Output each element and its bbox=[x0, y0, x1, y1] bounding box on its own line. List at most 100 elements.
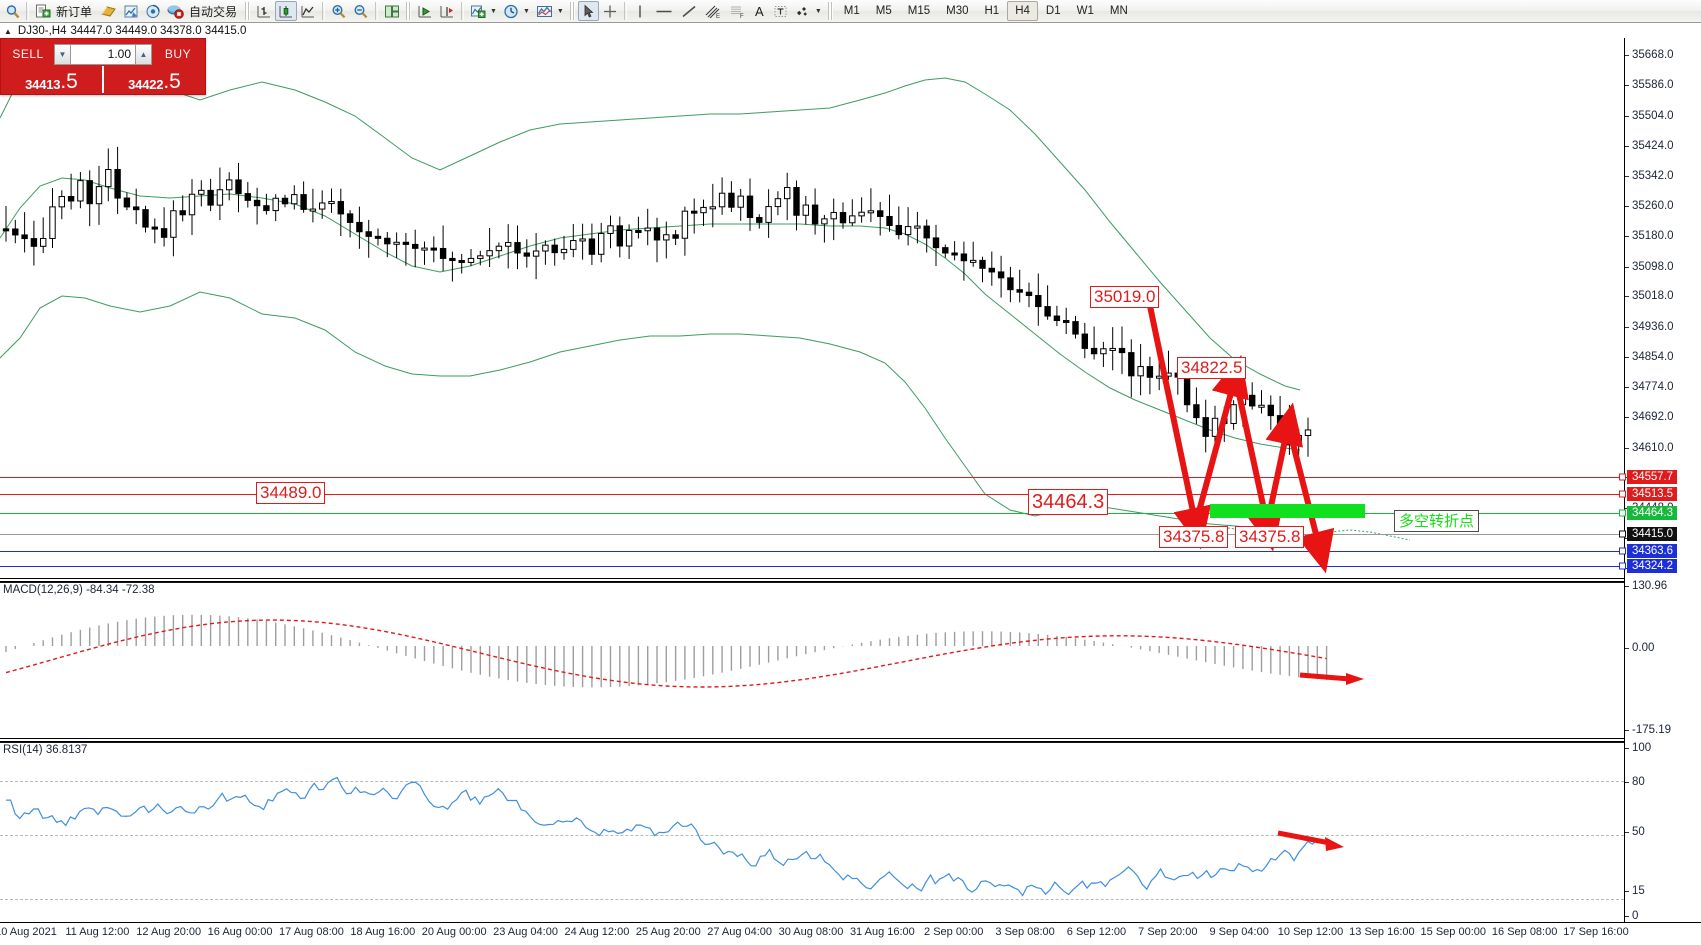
auto-trading-button[interactable]: 自动交易 bbox=[164, 1, 242, 21]
sell-button[interactable]: SELL bbox=[5, 43, 51, 65]
symbol-name: DJ30-,H4 bbox=[17, 25, 67, 37]
candlestick-chart-icon[interactable] bbox=[275, 1, 298, 21]
time-scale[interactable]: 10 Aug 2021 11 Aug 12:00 12 Aug 20:00 16 Au… bbox=[0, 922, 1701, 945]
price-tick: 35424.0 bbox=[1625, 140, 1674, 152]
collapse-triangle-icon[interactable]: ▲ bbox=[4, 26, 12, 36]
one-click-controls-row: SELL ▼ 1.00 ▲ BUY bbox=[1, 39, 205, 66]
timeframe-m5[interactable]: M5 bbox=[875, 5, 892, 17]
sell-price-main: 34413 bbox=[25, 77, 61, 92]
toolbar-grip[interactable] bbox=[827, 2, 833, 20]
cursor-icon[interactable] bbox=[577, 1, 599, 21]
chevron-down-icon[interactable]: ▼ bbox=[814, 7, 822, 15]
price-badge-34415-0[interactable]: 34415.0 bbox=[1627, 527, 1677, 541]
auto-scroll-icon[interactable] bbox=[414, 1, 436, 21]
label-35019[interactable]: 35019.0 bbox=[1090, 286, 1160, 308]
support-line-34464[interactable] bbox=[0, 513, 1624, 514]
volume-decrement-icon[interactable]: ▼ bbox=[54, 43, 71, 65]
timeframe-m15[interactable]: M15 bbox=[907, 5, 931, 17]
indicators-icon[interactable] bbox=[97, 1, 120, 21]
crosshair-icon[interactable] bbox=[599, 1, 621, 21]
macd-tick: 130.96 bbox=[1625, 580, 1667, 592]
volume-increment-icon[interactable]: ▲ bbox=[135, 43, 152, 65]
price-tick: 35586.0 bbox=[1625, 79, 1674, 91]
label-34822[interactable]: 34822.5 bbox=[1177, 357, 1247, 379]
time-tick: 31 Aug 16:00 bbox=[849, 926, 915, 938]
equidistant-channel-icon[interactable]: E bbox=[701, 1, 725, 21]
new-order-icon bbox=[35, 4, 51, 19]
label-34375-left[interactable]: 34375.8 bbox=[1159, 526, 1229, 548]
timeframe-d1[interactable]: D1 bbox=[1045, 5, 1061, 17]
tile-windows-icon[interactable] bbox=[381, 1, 403, 21]
vertical-line-icon[interactable] bbox=[630, 1, 651, 21]
green-highlight-band[interactable] bbox=[1210, 504, 1365, 518]
timeframe-m1[interactable]: M1 bbox=[843, 5, 860, 17]
one-click-trading-panel[interactable]: SELL ▼ 1.00 ▲ BUY 34413 .5 34422 .5 bbox=[0, 38, 206, 95]
new-order-button[interactable]: 新订单 bbox=[32, 1, 97, 21]
svg-text:E: E bbox=[716, 14, 720, 19]
add-indicator-icon[interactable]: ▼ bbox=[467, 1, 500, 21]
shapes-icon[interactable]: ▼ bbox=[791, 1, 825, 21]
price-scale[interactable]: 35668.0 35586.0 35504.0 35424.0 35342.0 35260… bbox=[1619, 38, 1701, 922]
price-badge-marker bbox=[1619, 547, 1626, 555]
label-34375-right[interactable]: 34375.8 bbox=[1235, 526, 1305, 548]
chart-container: 34489.0 35019.0 34822.5 34464.3 34375.8 … bbox=[0, 38, 1701, 945]
timeframe-group: M1 M5 M15 M30 H1 H4 D1 W1 MN bbox=[836, 1, 1136, 21]
support-line-34324[interactable] bbox=[0, 566, 1624, 567]
timeframe-w1[interactable]: W1 bbox=[1076, 5, 1094, 17]
main-price-pane[interactable]: 34489.0 35019.0 34822.5 34464.3 34375.8 … bbox=[0, 38, 1624, 578]
timeframe-h1[interactable]: H1 bbox=[984, 5, 1000, 17]
text-icon[interactable] bbox=[770, 1, 791, 21]
chevron-down-icon[interactable]: ▼ bbox=[490, 7, 497, 15]
price-badge-34464-3[interactable]: 34464.3 bbox=[1627, 506, 1677, 520]
svg-text:F: F bbox=[740, 14, 744, 19]
buy-price[interactable]: 34422 .5 bbox=[106, 66, 203, 93]
zoom-in-icon[interactable] bbox=[328, 1, 350, 21]
timeframe-h4[interactable]: H4 bbox=[1007, 1, 1038, 21]
text-label-icon[interactable]: A bbox=[755, 3, 764, 19]
price-chart-svg bbox=[0, 59, 1411, 541]
price-badge-34513-5[interactable]: 34513.5 bbox=[1627, 487, 1677, 501]
candlestick-series bbox=[2, 146, 1312, 457]
time-tick: 16 Sep 08:00 bbox=[1491, 926, 1558, 938]
price-badge-34557-7[interactable]: 34557.7 bbox=[1627, 470, 1677, 484]
time-tick: 20 Aug 00:00 bbox=[421, 926, 487, 938]
bar-chart-icon[interactable] bbox=[253, 1, 275, 21]
resistance-line-34557[interactable] bbox=[0, 477, 1624, 478]
data-window-icon[interactable] bbox=[120, 1, 142, 21]
price-badge-34363-6[interactable]: 34363.6 bbox=[1627, 544, 1677, 558]
rsi-pane[interactable]: RSI(14) 36.8137 bbox=[0, 742, 1624, 922]
chevron-down-icon[interactable]: ▼ bbox=[556, 7, 564, 15]
resistance-line-34513[interactable] bbox=[0, 494, 1624, 495]
volume-stepper[interactable]: ▼ 1.00 ▲ bbox=[54, 43, 152, 65]
fibonacci-icon[interactable]: F bbox=[725, 1, 749, 21]
timeframe-mn[interactable]: MN bbox=[1109, 5, 1128, 17]
toolbar-grip[interactable] bbox=[569, 2, 575, 20]
pane-divider-rsi[interactable] bbox=[0, 738, 1701, 742]
price-badge-34324-2[interactable]: 34324.2 bbox=[1627, 559, 1677, 573]
chevron-down-icon[interactable]: ▼ bbox=[522, 7, 530, 15]
toolbar-grip[interactable] bbox=[245, 2, 251, 20]
templates-icon[interactable]: ▼ bbox=[533, 1, 567, 21]
buy-button[interactable]: BUY bbox=[155, 43, 201, 65]
label-34489[interactable]: 34489.0 bbox=[256, 482, 326, 504]
magnifier-icon[interactable] bbox=[2, 1, 23, 21]
timeframe-m30[interactable]: M30 bbox=[946, 5, 969, 17]
label-turning-point[interactable]: 多空转折点 bbox=[1394, 510, 1480, 532]
line-chart-icon[interactable] bbox=[297, 1, 319, 21]
label-34464[interactable]: 34464.3 bbox=[1028, 489, 1109, 515]
zoom-out-icon[interactable] bbox=[350, 1, 372, 21]
period-icon[interactable]: ▼ bbox=[500, 1, 533, 21]
volume-input[interactable]: 1.00 bbox=[71, 43, 135, 65]
navigator-icon[interactable] bbox=[142, 1, 164, 21]
macd-pane[interactable]: MACD(12,26,9) -84.34 -72.38 bbox=[0, 582, 1624, 738]
trend-line-icon[interactable] bbox=[677, 1, 701, 21]
time-tick: 17 Aug 08:00 bbox=[279, 926, 344, 938]
toolbar-grip[interactable] bbox=[406, 2, 412, 20]
time-tick: 15 Sep 00:00 bbox=[1420, 926, 1486, 938]
horizontal-line-icon[interactable] bbox=[651, 1, 677, 21]
chart-shift-icon[interactable] bbox=[436, 1, 458, 21]
sell-price[interactable]: 34413 .5 bbox=[3, 66, 100, 93]
price-badge-marker bbox=[1619, 490, 1626, 498]
pane-divider-macd[interactable] bbox=[0, 578, 1701, 582]
support-line-34363[interactable] bbox=[0, 551, 1624, 552]
